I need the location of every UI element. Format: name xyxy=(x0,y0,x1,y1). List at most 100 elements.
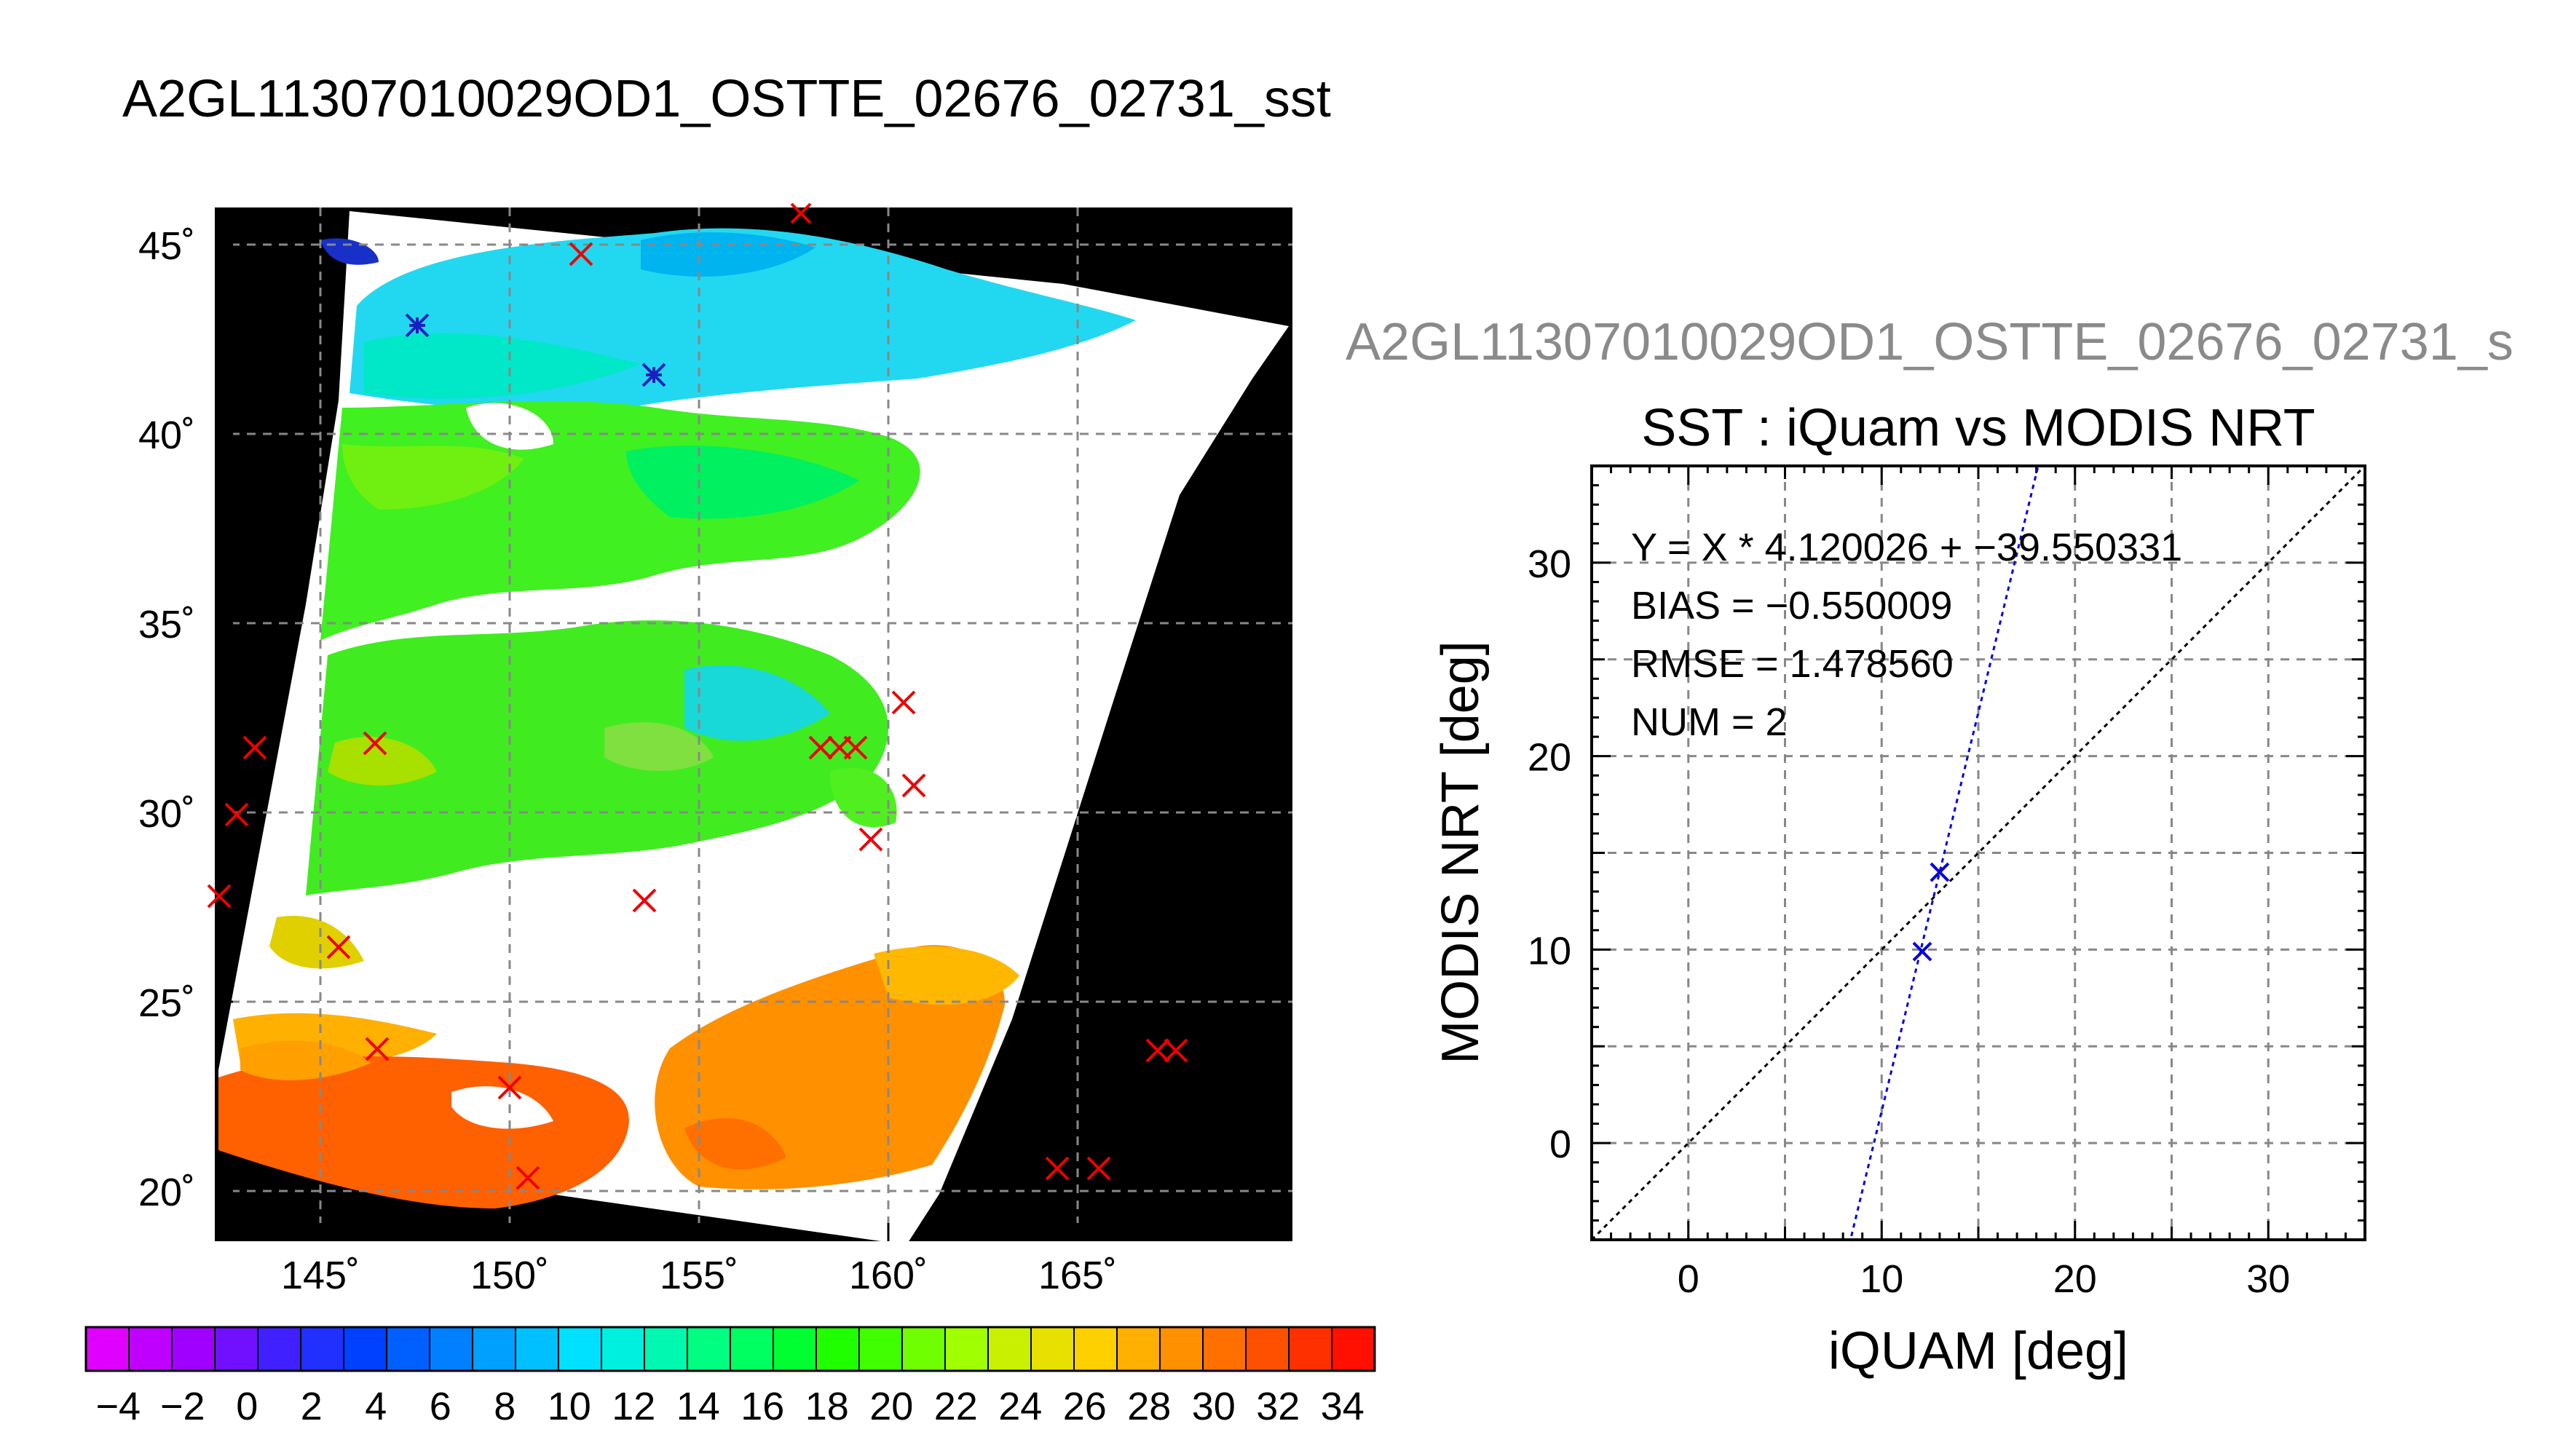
x-tick-label: 20 xyxy=(2053,1257,2097,1301)
regression-line xyxy=(1849,466,2039,1240)
plot-frame xyxy=(1590,464,2366,1241)
data-point xyxy=(1930,862,1950,882)
stats-rmse: RMSE = 1.478560 xyxy=(1631,642,1954,686)
colorbar-cell xyxy=(1117,1327,1161,1371)
colorbar-cell xyxy=(1246,1327,1290,1371)
y-tick-label: 10 xyxy=(1528,929,1571,973)
scatter-plot: 0 10 20 30 0 10 20 30 Y = X * 4.120026 + −39.5… xyxy=(1431,464,2366,1380)
scatter-grid xyxy=(1592,466,2365,1240)
colorbar-label: 34 xyxy=(1321,1385,1365,1428)
x-tick-labels: 0 10 20 30 xyxy=(1678,1257,2291,1301)
sst-colorbar: −4 −2 0 2 4 6 8 10 12 14 16 18 20 22 24 26 28 30 32 34 xyxy=(84,1326,1376,1428)
colorbar-cell xyxy=(430,1327,473,1371)
colorbar-cell xyxy=(344,1327,387,1371)
lon-label: 160˚ xyxy=(849,1254,928,1297)
lat-label: 25˚ xyxy=(138,981,195,1025)
colorbar-cell xyxy=(687,1327,731,1371)
chart-title: SST : iQuam vs MODIS NRT xyxy=(1641,399,2315,457)
colorbar-label: 12 xyxy=(612,1385,655,1428)
colorbar-frame xyxy=(84,1326,1376,1372)
colorbar-label: 28 xyxy=(1127,1385,1171,1428)
stats-bias: BIAS = −0.550009 xyxy=(1631,584,1952,628)
colorbar-cell xyxy=(773,1327,817,1371)
colorbar-cell xyxy=(129,1327,173,1371)
colorbar-cells xyxy=(86,1327,1375,1371)
colorbar-cell xyxy=(1160,1327,1204,1371)
colorbar-label: 4 xyxy=(365,1385,387,1428)
colorbar-label: 18 xyxy=(805,1385,849,1428)
lat-label: 20˚ xyxy=(138,1171,195,1214)
colorbar-label: 14 xyxy=(676,1385,720,1428)
colorbar-label: 16 xyxy=(741,1385,784,1428)
colorbar-cell xyxy=(601,1327,645,1371)
colorbar-cell xyxy=(1031,1327,1075,1371)
colorbar-cell xyxy=(558,1327,602,1371)
colorbar-cell xyxy=(859,1327,903,1371)
lat-label: 45˚ xyxy=(138,224,195,268)
lon-label: 165˚ xyxy=(1038,1254,1117,1297)
matchup-markers xyxy=(207,202,1188,1190)
stats-annotation: Y = X * 4.120026 + −39.550331 BIAS = −0.… xyxy=(1631,526,2182,744)
colorbar-cell xyxy=(215,1327,258,1371)
map-lat-labels: 45˚ 40˚ 35˚ 30˚ 25˚ 20˚ xyxy=(138,224,195,1214)
colorbar-label: 32 xyxy=(1256,1385,1300,1428)
data-point xyxy=(1912,941,1932,962)
buoy-markers xyxy=(405,313,666,387)
colorbar-labels: −4 −2 0 2 4 6 8 10 12 14 16 18 20 22 24 26 28 30 32 34 xyxy=(95,1385,1364,1428)
colorbar-cell xyxy=(86,1327,130,1371)
colorbar-cell xyxy=(1203,1327,1247,1371)
y-tick-label: 30 xyxy=(1528,542,1571,586)
y-tick-labels: 0 10 20 30 xyxy=(1528,542,1571,1166)
colorbar-label: 10 xyxy=(548,1385,591,1428)
colorbar-cell xyxy=(387,1327,430,1371)
colorbar-cell xyxy=(988,1327,1032,1371)
colorbar-label: 20 xyxy=(869,1385,913,1428)
colorbar-label: 22 xyxy=(934,1385,978,1428)
colorbar-cell xyxy=(644,1327,688,1371)
lat-label: 30˚ xyxy=(138,792,195,836)
y-tick-label: 20 xyxy=(1528,736,1571,780)
page-title: A2GL11307010029OD1_OSTTE_02676_02731_sst xyxy=(122,70,1331,128)
colorbar-cell xyxy=(1332,1327,1375,1371)
data-points xyxy=(1912,862,1950,962)
stats-equation: Y = X * 4.120026 + −39.550331 xyxy=(1631,526,2182,569)
x-tick-label: 30 xyxy=(2246,1257,2290,1301)
sst-map: 45˚ 40˚ 35˚ 30˚ 25˚ 20˚ 145˚ 150˚ 155˚ 1… xyxy=(138,202,1292,1297)
x-axis-label: iQUAM [deg] xyxy=(1828,1322,2128,1380)
lon-label: 145˚ xyxy=(281,1254,360,1297)
map-swath xyxy=(218,211,1289,1241)
scatter-suptitle: A2GL11307010029OD1_OSTTE_02676_02731_s xyxy=(1346,313,2513,371)
y-axis-label: MODIS NRT [deg] xyxy=(1431,641,1490,1064)
x-tick-label: 10 xyxy=(1860,1257,1903,1301)
colorbar-cell xyxy=(516,1327,559,1371)
colorbar-cell xyxy=(301,1327,344,1371)
colorbar-cell xyxy=(730,1327,774,1371)
lon-label: 150˚ xyxy=(470,1254,549,1297)
colorbar-cell xyxy=(172,1327,216,1371)
map-grid xyxy=(215,207,1292,1241)
lat-label: 35˚ xyxy=(138,603,195,646)
lon-label: 155˚ xyxy=(660,1254,738,1297)
lat-label: 40˚ xyxy=(138,414,195,457)
colorbar-label: 2 xyxy=(301,1385,323,1428)
colorbar-label: 26 xyxy=(1063,1385,1107,1428)
colorbar-cell xyxy=(945,1327,989,1371)
colorbar-label: 24 xyxy=(998,1385,1042,1428)
colorbar-cell xyxy=(473,1327,516,1371)
map-ticks xyxy=(215,243,1079,1241)
colorbar-label: 6 xyxy=(430,1385,451,1428)
colorbar-label: 8 xyxy=(494,1385,516,1428)
colorbar-cell xyxy=(1289,1327,1332,1371)
colorbar-cell xyxy=(902,1327,946,1371)
y-tick-label: 0 xyxy=(1549,1123,1571,1166)
x-tick-label: 0 xyxy=(1678,1257,1699,1301)
colorbar-label: 0 xyxy=(236,1385,258,1428)
colorbar-cell xyxy=(816,1327,860,1371)
colorbar-label: −2 xyxy=(160,1385,205,1428)
colorbar-cell xyxy=(258,1327,301,1371)
colorbar-label: 30 xyxy=(1192,1385,1236,1428)
one-to-one-line xyxy=(1592,466,2365,1240)
map-lon-labels: 145˚ 150˚ 155˚ 160˚ 165˚ xyxy=(281,1254,1117,1297)
stats-num: NUM = 2 xyxy=(1631,700,1788,744)
